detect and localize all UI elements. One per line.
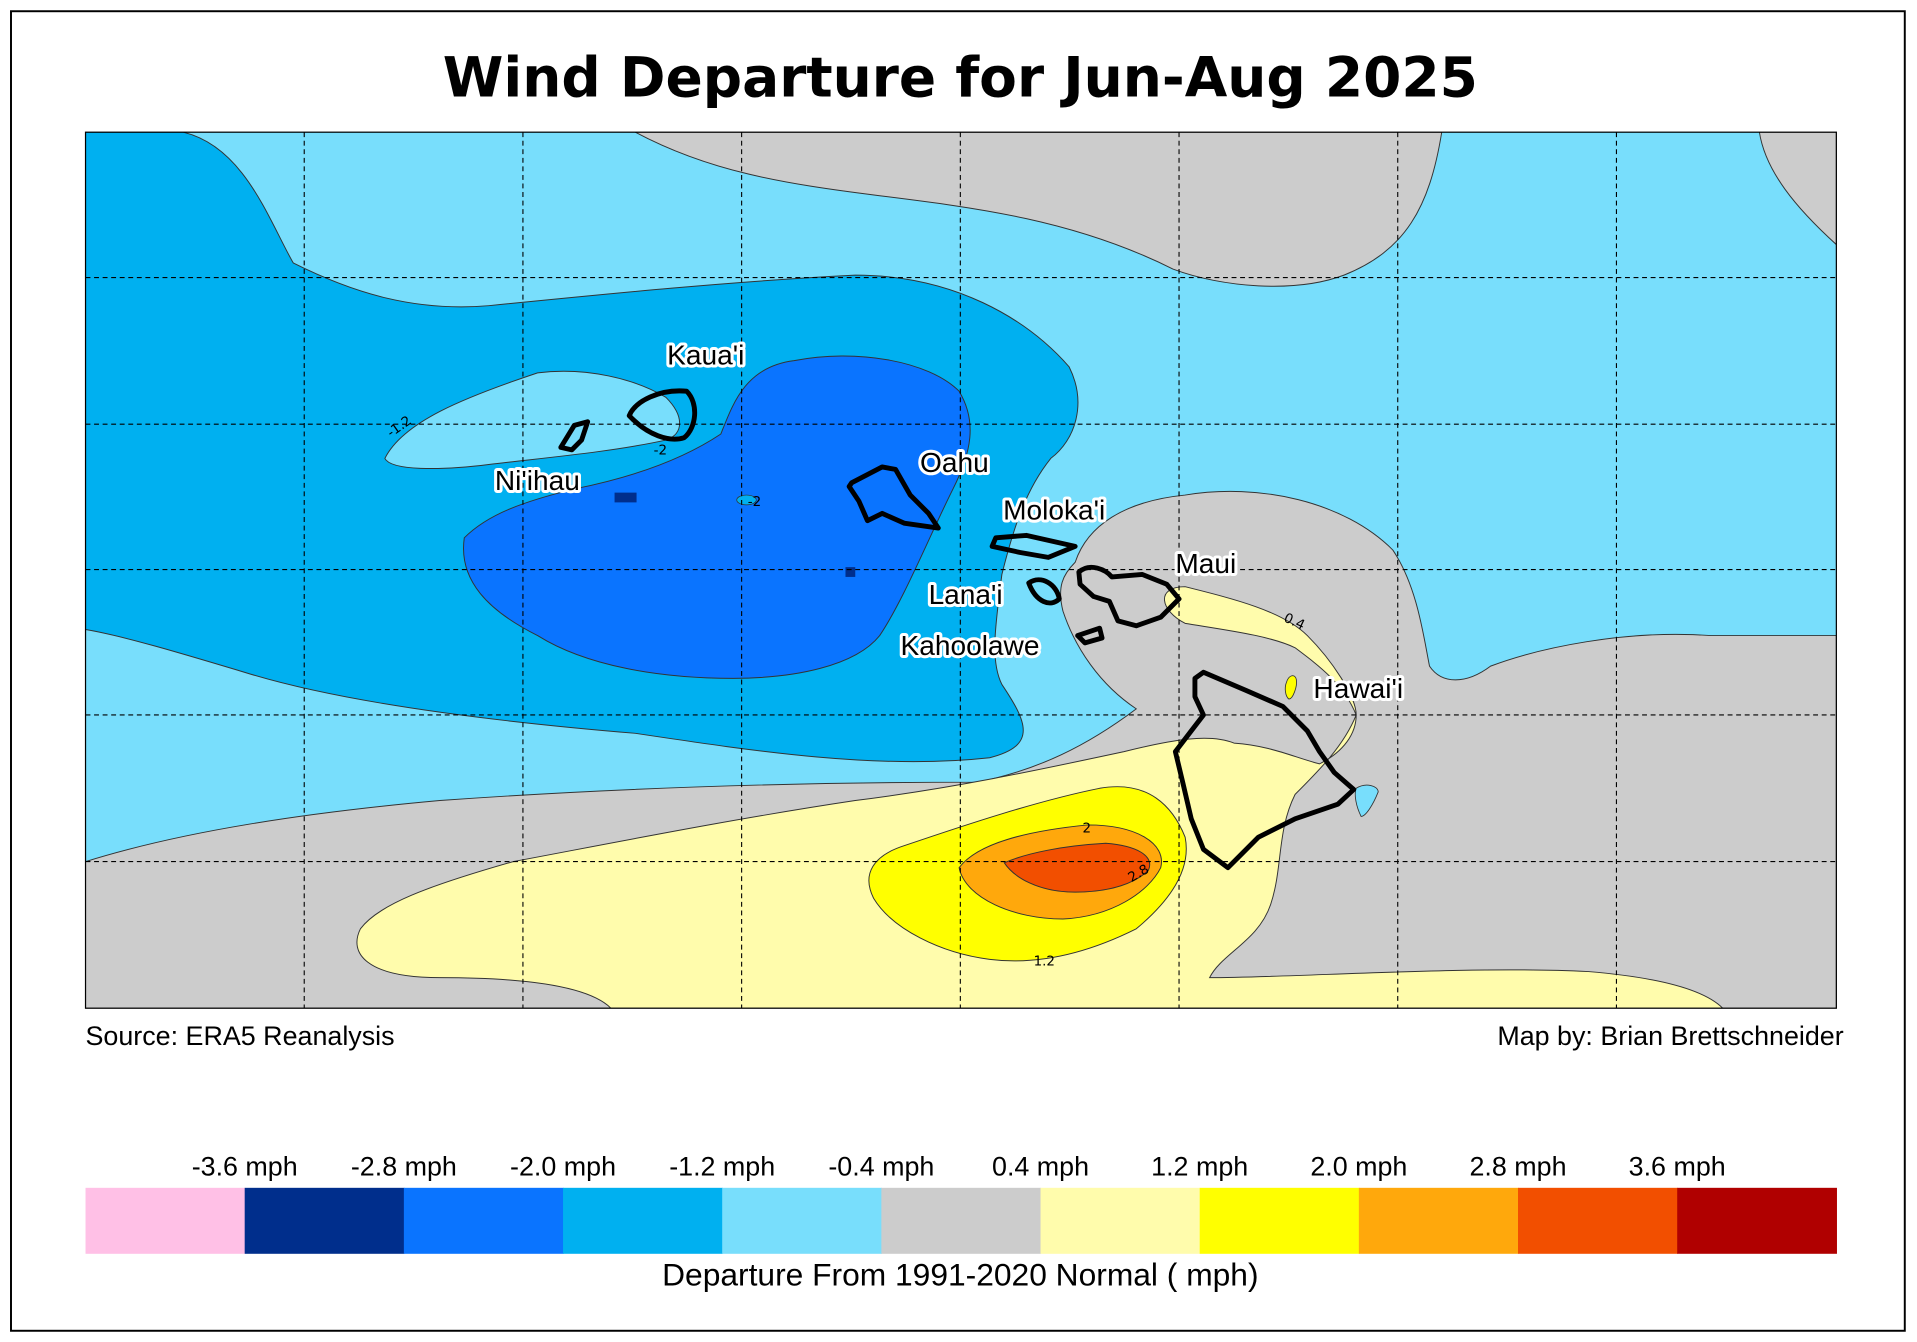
fill-neg-0-4-island [384, 370, 681, 469]
fill-gray-north [635, 132, 1443, 287]
colorbar-tick-label: -2.8 mph [351, 1152, 457, 1182]
fill-pos-0-4 [356, 586, 1724, 1009]
fill-neg-2-8-spot2 [845, 567, 856, 577]
island-label-maui: Maui [1175, 548, 1236, 579]
maui-outline [1076, 564, 1182, 629]
colorbar-tick-label: 0.4 mph [992, 1152, 1089, 1182]
hawaii-outline [1172, 669, 1357, 871]
colorbar-tick-label: 1.2 mph [1151, 1152, 1248, 1182]
oahu-outline [846, 464, 941, 531]
colorbar-swatch [403, 1187, 564, 1254]
map-title: Wind Departure for Jun-Aug 2025 [443, 46, 1478, 110]
colorbar-tick-label: -2.0 mph [510, 1152, 616, 1182]
fill-pos-2-8 [1003, 842, 1151, 893]
colorbar-swatch [1358, 1187, 1519, 1254]
colorbar-swatch [722, 1187, 882, 1254]
colorbar-swatch [1518, 1187, 1678, 1254]
colorbar-swatch [1040, 1187, 1201, 1254]
contour-label: -2 [654, 444, 667, 459]
colorbar-swatch [1199, 1187, 1360, 1254]
graticule [85, 132, 1837, 1009]
island-label-molokai: Moloka'i [1003, 494, 1105, 525]
colorbar-swatch [1677, 1187, 1837, 1254]
island-label-oahu: Oahu [920, 447, 989, 478]
island-label-niihau: Ni'ihau [495, 465, 580, 496]
colorbar [85, 1187, 1837, 1254]
colorbar-swatch [881, 1187, 1042, 1254]
niihau-outline [558, 419, 591, 453]
contour-label: -2 [748, 495, 761, 510]
kahoolawe-outline [1075, 625, 1105, 646]
map-frame [84, 131, 1837, 1009]
fill-pos-1-2-spot [1284, 675, 1297, 700]
colorbar-title: Departure From 1991-2020 Normal ( mph) [662, 1257, 1258, 1293]
colorbar-tick-label: -3.6 mph [192, 1152, 298, 1182]
fill-neg-2-0 [463, 355, 971, 679]
island-label-kauai: Kaua'i [667, 339, 744, 370]
molokai-outline [989, 532, 1078, 560]
island-labels: Kaua'i Ni'ihau Oahu Moloka'i Maui Lana'i… [492, 336, 1406, 707]
colorbar-swatch [244, 1187, 405, 1254]
island-label-hawaii: Hawai'i [1313, 673, 1403, 704]
island-label-kahoolawe: Kahoolawe [900, 630, 1039, 661]
colorbar-tick-label: -0.4 mph [828, 1152, 934, 1182]
author-credit: Map by: Brian Brettschneider [1497, 1021, 1843, 1051]
fill-neg-0-4-spot [1354, 784, 1379, 817]
contour-label: 2 [1083, 821, 1092, 836]
colorbar-swatch [85, 1187, 246, 1254]
colorbar-tick-labels: -3.6 mph -2.8 mph -2.0 mph -1.2 mph -0.4 mph… [192, 1152, 1726, 1182]
lanai-outline [1026, 577, 1062, 606]
contour-label: 1.2 [1034, 954, 1055, 969]
island-outlines [558, 388, 1357, 871]
kauai-outline [626, 388, 698, 442]
fill-neg-2-8-spot [614, 492, 637, 503]
map-panel: -1.2 -2 -2 0.4 2 2.8 1.2 Kaua'i Ni'ihau … [85, 132, 1837, 1009]
island-label-lanai: Lana'i [929, 579, 1003, 610]
colorbar-tick-label: 2.0 mph [1310, 1152, 1407, 1182]
colorbar-tick-label: 2.8 mph [1469, 1152, 1566, 1182]
source-credit: Source: ERA5 Reanalysis [86, 1021, 395, 1051]
colorbar-tick-label: -1.2 mph [669, 1152, 775, 1182]
colorbar-swatch [563, 1187, 723, 1254]
colorbar-tick-label: 3.6 mph [1629, 1152, 1726, 1182]
